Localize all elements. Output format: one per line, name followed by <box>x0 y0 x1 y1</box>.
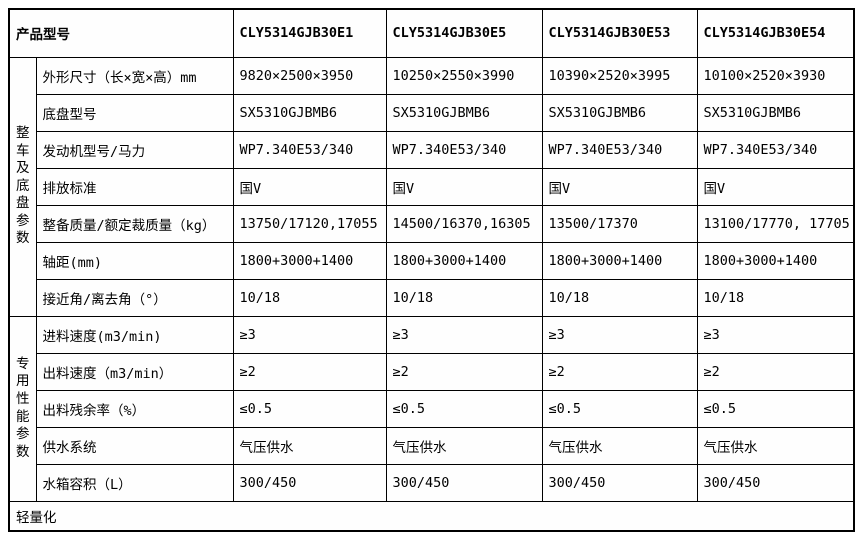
cell-value: 1800+3000+1400 <box>696 241 855 280</box>
spec-table-body: 整车及底盘参数外形尺寸（长×宽×高）mm 9820×2500×3950 10250×… <box>8 56 855 502</box>
header-row: 产品型号 CLY5314GJB30E1 CLY5314GJB30E5 CLY5314… <box>8 8 855 58</box>
cell-value: 10390×2520×3995 <box>541 56 698 95</box>
cell-value: WP7.340E53/340 <box>232 130 387 169</box>
table-row: 整备质量/额定裁质量（kg） 13750/17120,17055 14500/163… <box>9 204 855 243</box>
cell-value: ≤0.5 <box>232 389 387 428</box>
model-header: CLY5314GJB30E53 <box>541 8 698 58</box>
row-label: 接近角/离去角（°） <box>35 278 234 317</box>
cell-value: WP7.340E53/340 <box>696 130 855 169</box>
cell-value: WP7.340E53/340 <box>385 130 543 169</box>
model-header: CLY5314GJB30E54 <box>696 8 855 58</box>
cell-value: 气压供水 <box>696 426 855 465</box>
product-spec-table: 产品型号 CLY5314GJB30E1 CLY5314GJB30E5 CLY5314… <box>8 8 855 532</box>
cell-value: 10250×2550×3990 <box>385 56 543 95</box>
cell-value: 10100×2520×3930 <box>696 56 855 95</box>
cell-value: ≤0.5 <box>385 389 543 428</box>
cell-value: ≤0.5 <box>541 389 698 428</box>
cell-value: 1800+3000+1400 <box>541 241 698 280</box>
cell-value: 10/18 <box>232 278 387 317</box>
table-row: 整车及底盘参数外形尺寸（长×宽×高）mm 9820×2500×3950 10250×… <box>8 56 855 317</box>
product-model-header: 产品型号 <box>8 8 234 58</box>
row-label: 出料速度（m3/min） <box>35 352 234 391</box>
cell-value: 国V <box>541 167 698 206</box>
table-row: 排放标准 国V 国V 国V 国V <box>9 167 855 206</box>
cell-value: 气压供水 <box>232 426 387 465</box>
row-label: 整备质量/额定裁质量（kg） <box>35 204 234 243</box>
cell-value: ≥2 <box>696 352 855 391</box>
cell-value: SX5310GJBMB6 <box>541 93 698 132</box>
cell-value: SX5310GJBMB6 <box>385 93 543 132</box>
cell-value: 10/18 <box>696 278 855 317</box>
row-label: 底盘型号 <box>35 93 234 132</box>
cell-value: 10/18 <box>541 278 698 317</box>
cell-value: ≥3 <box>385 315 543 354</box>
table-row: 出料速度（m3/min） ≥2 ≥2 ≥2 ≥2 <box>9 352 855 391</box>
cell-value: ≥2 <box>541 352 698 391</box>
table-row: 专用性能参数进料速度(m3/min) ≥3 ≥3 ≥3 ≥3 <box>8 315 855 502</box>
cell-value: 10/18 <box>385 278 543 317</box>
table-row: 底盘型号 SX5310GJBMB6 SX5310GJBMB6 SX5310GJBMB6… <box>9 93 855 132</box>
model-header: CLY5314GJB30E1 <box>232 8 387 58</box>
row-label: 外形尺寸（长×宽×高）mm <box>35 56 234 95</box>
cell-value: ≥3 <box>232 315 387 354</box>
group-label: 整车及底盘参数 <box>8 56 37 317</box>
table-row: 供水系统 气压供水 气压供水 气压供水 气压供水 <box>9 426 855 465</box>
cell-value: 气压供水 <box>385 426 543 465</box>
cell-value: 国V <box>696 167 855 206</box>
table-row: 出料残余率（%） ≤0.5 ≤0.5 ≤0.5 ≤0.5 <box>9 389 855 428</box>
table-row: 接近角/离去角（°） 10/18 10/18 10/18 10/18 <box>9 278 855 317</box>
cell-value: 13100/17770, 17705 <box>696 204 855 243</box>
cell-value: 14500/16370,16305 <box>385 204 543 243</box>
cell-value: SX5310GJBMB6 <box>232 93 387 132</box>
cell-value: 1800+3000+1400 <box>385 241 543 280</box>
row-label: 供水系统 <box>35 426 234 465</box>
cell-value: 1800+3000+1400 <box>232 241 387 280</box>
row-label: 轴距(mm) <box>35 241 234 280</box>
cell-value: WP7.340E53/340 <box>541 130 698 169</box>
row-label: 水箱容积（L） <box>35 463 234 502</box>
table-row: 轴距(mm) 1800+3000+1400 1800+3000+1400 1800+3… <box>9 241 855 280</box>
cell-value: ≥3 <box>541 315 698 354</box>
cell-value: 13750/17120,17055 <box>232 204 387 243</box>
row-label: 排放标准 <box>35 167 234 206</box>
cell-value: ≥2 <box>385 352 543 391</box>
cell-value: 300/450 <box>232 463 387 502</box>
table-row: 发动机型号/马力 WP7.340E53/340 WP7.340E53/340 WP7.… <box>9 130 855 169</box>
cell-value: 300/450 <box>696 463 855 502</box>
model-header: CLY5314GJB30E5 <box>385 8 543 58</box>
row-label: 出料残余率（%） <box>35 389 234 428</box>
cell-value: 气压供水 <box>541 426 698 465</box>
footer-row: 轻量化 <box>8 500 855 532</box>
cell-value: 国V <box>385 167 543 206</box>
cell-value: ≤0.5 <box>696 389 855 428</box>
cell-value: 国V <box>232 167 387 206</box>
row-label: 进料速度(m3/min) <box>35 315 234 354</box>
group-label: 专用性能参数 <box>8 315 37 502</box>
cell-value: 300/450 <box>541 463 698 502</box>
cell-value: SX5310GJBMB6 <box>696 93 855 132</box>
cell-value: ≥2 <box>232 352 387 391</box>
cell-value: 13500/17370 <box>541 204 698 243</box>
cell-value: 300/450 <box>385 463 543 502</box>
table-row: 水箱容积（L） 300/450 300/450 300/450 300/450 <box>9 463 855 502</box>
cell-value: ≥3 <box>696 315 855 354</box>
row-label: 发动机型号/马力 <box>35 130 234 169</box>
footer-note: 轻量化 <box>8 500 855 532</box>
cell-value: 9820×2500×3950 <box>232 56 387 95</box>
